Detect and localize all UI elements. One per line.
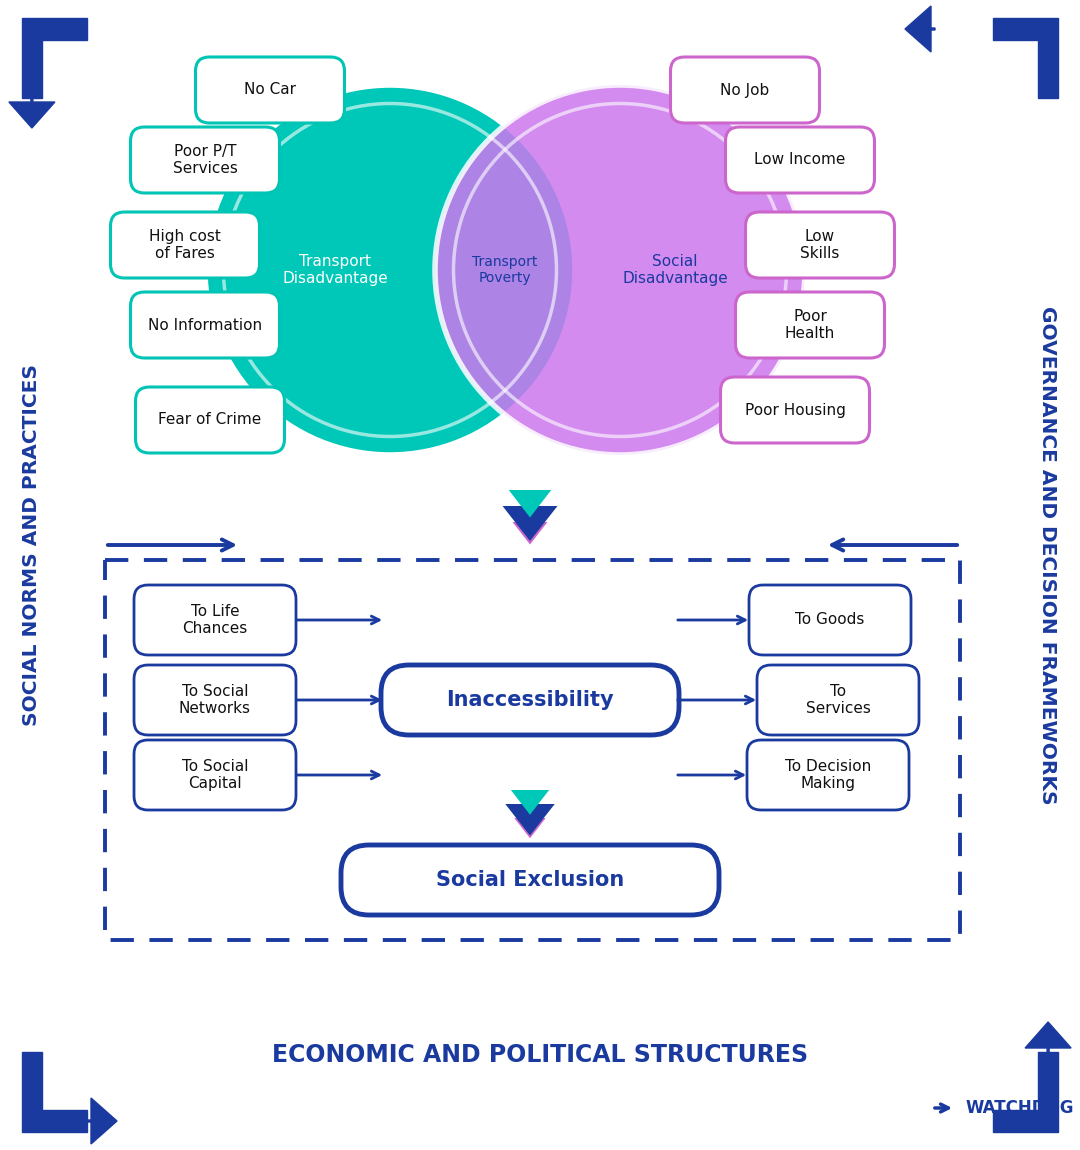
FancyBboxPatch shape: [134, 739, 296, 810]
FancyArrow shape: [505, 804, 555, 836]
FancyBboxPatch shape: [747, 739, 909, 810]
Circle shape: [435, 85, 805, 455]
Bar: [993, 18, 1058, 40]
Text: No Information: No Information: [148, 317, 262, 332]
Text: Fear of Crime: Fear of Crime: [159, 413, 261, 428]
Bar: [22, 40, 42, 98]
FancyBboxPatch shape: [131, 126, 280, 193]
FancyArrow shape: [9, 98, 55, 128]
Text: No Car: No Car: [244, 83, 296, 98]
FancyArrow shape: [1025, 1022, 1071, 1052]
Bar: [1038, 40, 1058, 98]
FancyBboxPatch shape: [726, 126, 875, 193]
FancyBboxPatch shape: [131, 292, 280, 358]
FancyBboxPatch shape: [735, 292, 885, 358]
FancyBboxPatch shape: [750, 585, 912, 656]
FancyBboxPatch shape: [110, 212, 259, 278]
FancyBboxPatch shape: [135, 388, 284, 453]
Text: Poor Housing: Poor Housing: [744, 402, 846, 417]
Bar: [993, 1110, 1058, 1132]
Text: ECONOMIC AND POLITICAL STRUCTURES: ECONOMIC AND POLITICAL STRUCTURES: [272, 1043, 808, 1067]
Text: To Social
Networks: To Social Networks: [179, 684, 251, 716]
Bar: [22, 18, 87, 40]
Bar: [1038, 1052, 1058, 1110]
Text: To Life
Chances: To Life Chances: [183, 604, 247, 636]
FancyArrow shape: [513, 522, 548, 544]
Text: To Decision
Making: To Decision Making: [785, 759, 872, 791]
Bar: [22, 1110, 87, 1132]
Circle shape: [205, 85, 575, 455]
FancyBboxPatch shape: [757, 665, 919, 735]
Text: To Goods: To Goods: [795, 613, 865, 628]
Text: Transport
Poverty: Transport Poverty: [472, 255, 538, 285]
Text: GOVERNANCE AND DECISION FRAMEWORKS: GOVERNANCE AND DECISION FRAMEWORKS: [1039, 306, 1057, 804]
FancyArrow shape: [514, 818, 545, 838]
FancyBboxPatch shape: [134, 665, 296, 735]
Text: SOCIAL NORMS AND PRACTICES: SOCIAL NORMS AND PRACTICES: [23, 365, 41, 726]
Text: Low Income: Low Income: [754, 153, 846, 168]
Text: To
Services: To Services: [806, 684, 870, 716]
FancyArrow shape: [511, 790, 549, 814]
Text: To Social
Capital: To Social Capital: [181, 759, 248, 791]
Bar: [105, 560, 960, 940]
FancyBboxPatch shape: [720, 377, 869, 443]
Text: Social Exclusion: Social Exclusion: [436, 871, 624, 890]
FancyBboxPatch shape: [381, 665, 679, 735]
Text: WATCHDOG: WATCHDOG: [966, 1099, 1074, 1117]
FancyArrow shape: [509, 490, 551, 518]
Text: No Job: No Job: [720, 83, 770, 98]
Text: Low
Skills: Low Skills: [800, 229, 839, 261]
FancyBboxPatch shape: [195, 58, 345, 123]
FancyBboxPatch shape: [745, 212, 894, 278]
FancyBboxPatch shape: [671, 58, 820, 123]
Bar: [22, 1052, 42, 1110]
Text: High cost
of Fares: High cost of Fares: [149, 229, 221, 261]
FancyBboxPatch shape: [134, 585, 296, 656]
Text: Inaccessibility: Inaccessibility: [446, 690, 613, 710]
FancyArrow shape: [502, 506, 557, 540]
Text: Transport
Disadvantage: Transport Disadvantage: [282, 254, 388, 286]
Text: Social
Disadvantage: Social Disadvantage: [622, 254, 728, 286]
FancyArrow shape: [905, 6, 935, 52]
FancyArrow shape: [87, 1098, 117, 1144]
Text: Poor
Health: Poor Health: [785, 309, 835, 342]
FancyBboxPatch shape: [341, 845, 719, 915]
Text: Poor P/T
Services: Poor P/T Services: [173, 144, 238, 176]
